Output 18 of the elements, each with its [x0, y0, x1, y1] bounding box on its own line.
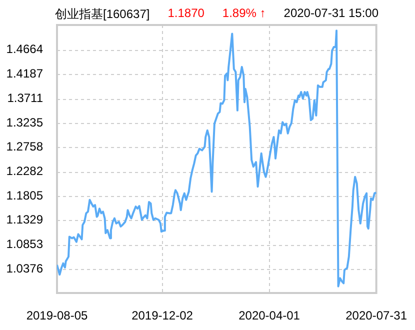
- x-tick-label: 2019-12-02: [132, 308, 194, 323]
- x-tick-label: 2020-07-31: [346, 308, 408, 323]
- x-tick-label: 2020-04-01: [238, 308, 300, 323]
- y-tick-label: 1.1329: [6, 212, 44, 227]
- y-tick-label: 1.1805: [6, 188, 44, 202]
- y-tick-label: 1.2282: [6, 164, 44, 178]
- text: 1.1870: [168, 6, 204, 22]
- x-tick-label: 2019-08-05: [26, 308, 88, 323]
- y-tick-label: 1.3711: [7, 90, 44, 105]
- y-tick-label: 1.0853: [6, 237, 44, 252]
- y-tick-label: 1.3235: [6, 115, 44, 130]
- y-tick-label: 1.4664: [6, 42, 44, 56]
- y-tick-label: 1.2758: [6, 140, 44, 154]
- y-tick-label: 1.4187: [6, 66, 44, 81]
- text: 1.89% ↑: [222, 6, 266, 22]
- chart-title: 创业指基[160637]: [55, 6, 150, 23]
- y-tick-label: 1.0376: [6, 261, 44, 276]
- text: 2020-07-31 15:00: [284, 6, 379, 22]
